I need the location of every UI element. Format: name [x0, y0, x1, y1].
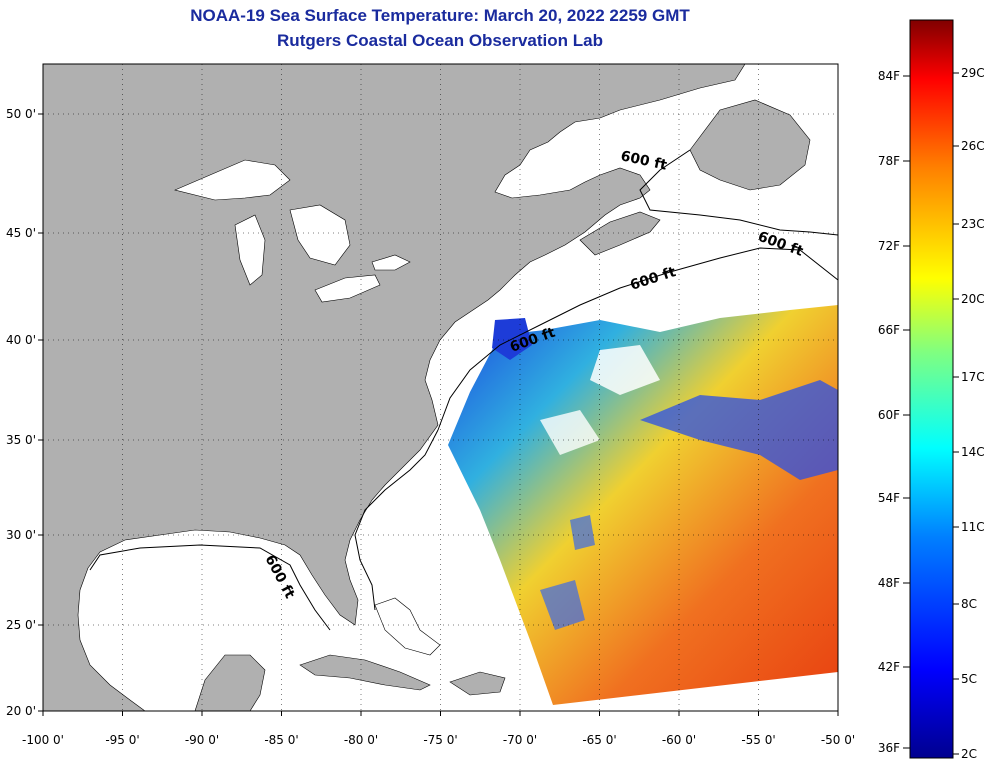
lon-tick-label: -50 0' [821, 733, 855, 747]
lon-tick-label: -80 0' [344, 733, 378, 747]
depth-contour [354, 429, 439, 611]
depth-contour [639, 149, 838, 236]
colorbar [909, 19, 954, 759]
lon-tick-label: -55 0' [741, 733, 775, 747]
lat-tick-label: 50 0' [6, 107, 36, 121]
colorbar-c-label: 29C [961, 66, 984, 80]
lon-tick-label: -75 0' [423, 733, 457, 747]
map-subtitle: Rutgers Coastal Ocean Observation Lab [277, 31, 603, 50]
land-north-america [43, 64, 746, 711]
cold-water-patch [540, 580, 585, 630]
lat-tick-label: 30 0' [6, 528, 36, 542]
lat-tick-label: 20 0' [6, 704, 36, 718]
lat-tick-label: 45 0' [6, 226, 36, 240]
lon-tick-label: -85 0' [264, 733, 298, 747]
great-lakes [289, 204, 351, 266]
cloud-gap [540, 410, 600, 455]
land-yucatan [194, 654, 266, 711]
colorbar-f-label: 72F [878, 239, 900, 253]
colorbar-c-label: 14C [961, 445, 984, 459]
colorbar-f-label: 36F [878, 741, 900, 755]
colorbar-c-label: 20C [961, 292, 984, 306]
colorbar-c-label: 11C [961, 520, 984, 534]
land-hispaniola [449, 671, 506, 696]
great-lakes [314, 274, 381, 303]
latitude-axis: 50 0' 45 0' 40 0' 35 0' 30 0' 25 0' 20 0' [6, 107, 43, 718]
colorbar-f-label: 60F [878, 408, 900, 422]
colorbar-f-label: 48F [878, 576, 900, 590]
lon-tick-label: -90 0' [185, 733, 219, 747]
land-cuba [299, 654, 431, 691]
lon-tick-label: -100 0' [22, 733, 64, 747]
lon-tick-label: -70 0' [503, 733, 537, 747]
colorbar-c-label: 17C [961, 370, 984, 384]
lat-tick-label: 35 0' [6, 433, 36, 447]
bahamas-bank [374, 597, 441, 656]
colorbar-f-label: 66F [878, 323, 900, 337]
cold-water-patch [640, 380, 838, 480]
cold-water-patch [570, 515, 595, 550]
great-lakes [371, 254, 411, 271]
colorbar-c-label: 2C [961, 747, 977, 761]
colorbar-ticks: 84F 78F 72F 66F 60F 54F 48F 42F 36F 29C 26C 23C 20C 1… [878, 66, 984, 761]
lat-tick-label: 25 0' [6, 618, 36, 632]
lat-tick-label: 40 0' [6, 333, 36, 347]
land-nova-scotia [579, 211, 661, 256]
colorbar-f-label: 84F [878, 69, 900, 83]
great-lakes [174, 159, 291, 201]
cloud-gap [590, 345, 660, 395]
lon-tick-label: -95 0' [105, 733, 139, 747]
colorbar-c-label: 26C [961, 139, 984, 153]
map-title: NOAA-19 Sea Surface Temperature: March 2… [190, 6, 690, 25]
longitude-axis: -100 0' -95 0' -90 0' -85 0' -80 0' -75 0' -70… [22, 711, 855, 747]
great-lakes [234, 214, 266, 286]
colorbar-f-label: 54F [878, 491, 900, 505]
depth-contour [89, 544, 331, 631]
colorbar-f-label: 78F [878, 154, 900, 168]
lon-tick-label: -65 0' [582, 733, 616, 747]
colorbar-f-label: 42F [878, 660, 900, 674]
colorbar-c-label: 23C [961, 217, 984, 231]
depth-contour [437, 247, 838, 431]
colorbar-c-label: 8C [961, 597, 977, 611]
lon-tick-label: -60 0' [662, 733, 696, 747]
colorbar-c-label: 5C [961, 672, 977, 686]
land-newfoundland [689, 99, 811, 191]
